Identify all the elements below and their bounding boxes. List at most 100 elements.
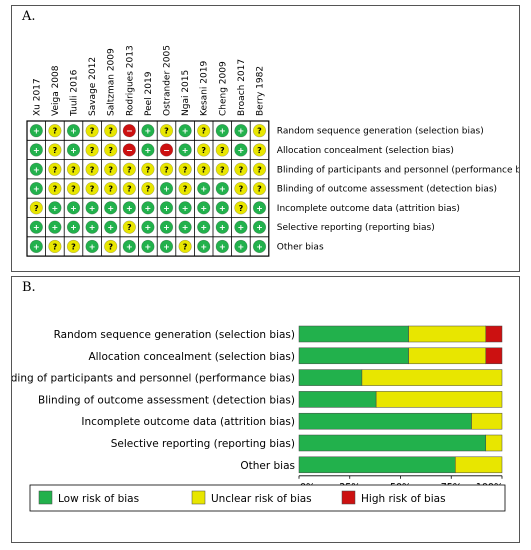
- judgement-dot: [197, 143, 211, 157]
- judgement-dot: [197, 124, 211, 138]
- risk-of-bias-summary: Xu 2017 Veiga 2008 Tuuli 2016 Savage 2012 Sa…: [26, 45, 519, 257]
- judgement-unclear-r1-c3: ?: [85, 143, 99, 157]
- judgement-dot: [29, 124, 43, 138]
- panel-b: B. Random sequence generation (selection…: [11, 276, 520, 543]
- judgement-low-r4-c4: +: [104, 201, 118, 215]
- judgement-symbol: ?: [239, 204, 244, 213]
- bar-low-risk-of-bias-0: [298, 325, 409, 343]
- judgement-symbol: ?: [164, 165, 169, 174]
- category-label-blinding-of-participants-and-personnel-performance-bias: Blinding of participants and personnel (…: [12, 373, 295, 385]
- judgement-unclear-r2-c2: ?: [66, 162, 81, 176]
- judgement-dot: [215, 201, 229, 215]
- judgement-dot: [29, 143, 43, 157]
- judgement-symbol: +: [200, 223, 207, 232]
- judgement-symbol: +: [145, 223, 152, 232]
- judgement-dot: [141, 201, 155, 215]
- judgement-dot: [66, 124, 81, 138]
- judgement-dot: [122, 201, 136, 215]
- judgement-dot: [252, 220, 267, 234]
- judgement-symbol: +: [70, 127, 77, 136]
- judgement-unclear-r2-c5: ?: [122, 162, 136, 176]
- judgement-symbol: +: [89, 242, 96, 251]
- domain-label-random-sequence-generation-selection-bias: Random sequence generation (selection bi…: [277, 127, 484, 137]
- judgement-unclear-r3-c1: ?: [48, 181, 62, 196]
- judgement-dot: [159, 239, 174, 254]
- bar-high-risk-of-bias-1: [485, 347, 503, 365]
- judgement-unclear-r6-c1: ?: [48, 239, 62, 254]
- judgement-dot: [197, 162, 211, 176]
- judgement-dot: [234, 143, 248, 157]
- domain-label-blinding-of-outcome-assessment-detection-bias: Blinding of outcome assessment (detectio…: [277, 185, 497, 195]
- judgement-symbol: +: [70, 223, 77, 232]
- judgement-low-r4-c2: +: [66, 201, 81, 215]
- judgement-dot: [215, 181, 229, 196]
- judgement-dot: [197, 220, 211, 234]
- judgement-low-r5-c3: +: [85, 220, 99, 234]
- judgement-dot: [234, 201, 248, 215]
- judgement-dot: [159, 201, 174, 215]
- risk-of-bias-graph: Random sequence generation (selection bi…: [12, 325, 506, 512]
- judgement-dot: [66, 201, 81, 215]
- judgement-symbol: ?: [53, 242, 58, 251]
- judgement-high-r1-c7: −: [159, 143, 174, 157]
- judgement-dot: [159, 181, 174, 196]
- judgement-symbol: +: [163, 223, 170, 232]
- judgement-symbol: ?: [220, 146, 225, 155]
- judgement-symbol: ?: [146, 165, 151, 174]
- judgement-symbol: ?: [108, 127, 113, 136]
- judgement-symbol: +: [219, 223, 226, 232]
- study-label-xu-2017: Xu 2017: [32, 78, 42, 116]
- judgement-dot: [104, 162, 118, 176]
- judgement-low-r5-c2: +: [66, 220, 81, 234]
- judgement-symbol: +: [238, 146, 245, 155]
- judgement-dot: [66, 220, 81, 234]
- judgement-dot: [234, 162, 248, 176]
- judgement-symbol: +: [70, 146, 77, 155]
- judgement-low-r4-c6: +: [141, 201, 155, 215]
- judgement-symbol: +: [70, 204, 77, 213]
- judgement-dot: [29, 239, 43, 254]
- judgement-dot: [215, 220, 229, 234]
- judgement-low-r1-c8: +: [178, 143, 192, 157]
- judgement-dot: [85, 124, 99, 138]
- domain-label-blinding-of-participants-and-personnel-performance-bias: Blinding of participants and personnel (…: [277, 165, 519, 175]
- judgement-dot: [178, 124, 192, 138]
- judgement-symbol: ?: [34, 204, 39, 213]
- judgement-dot: [122, 143, 136, 157]
- judgement-symbol: ?: [108, 165, 113, 174]
- judgement-low-r6-c11: +: [234, 239, 248, 254]
- judgement-low-r1-c11: +: [234, 143, 248, 157]
- judgement-symbol: +: [182, 146, 189, 155]
- legend-label-high-risk-of-bias: High risk of bias: [361, 493, 446, 505]
- judgement-symbol: +: [107, 223, 114, 232]
- study-label-peel-2019: Peel 2019: [144, 71, 154, 116]
- judgement-symbol: ?: [53, 185, 58, 194]
- judgement-low-r1-c0: +: [29, 143, 43, 157]
- judgement-dot: [159, 220, 174, 234]
- judgement-symbol: +: [145, 204, 152, 213]
- judgement-symbol: +: [256, 204, 263, 213]
- judgement-symbol: ?: [257, 165, 262, 174]
- bar-unclear-risk-of-bias-1: [408, 347, 487, 365]
- judgement-symbol: +: [33, 223, 40, 232]
- judgement-unclear-r2-c12: ?: [252, 162, 267, 176]
- category-label-other-bias: Other bias: [240, 460, 295, 472]
- judgement-dot: [29, 162, 43, 176]
- judgement-unclear-r6-c8: ?: [178, 239, 192, 254]
- panel-a-label: A.: [22, 9, 36, 24]
- judgement-symbol: +: [52, 223, 59, 232]
- judgement-symbol: ?: [183, 165, 188, 174]
- judgement-symbol: +: [145, 146, 152, 155]
- judgement-symbol: +: [33, 146, 40, 155]
- judgement-dot: [48, 239, 62, 254]
- judgement-low-r5-c11: +: [234, 220, 248, 234]
- category-label-allocation-concealment-selection-bias: Allocation concealment (selection bias): [88, 351, 295, 363]
- study-label-ostrander-2005: Ostrander 2005: [163, 45, 173, 116]
- judgement-low-r3-c9: +: [197, 181, 211, 196]
- judgement-dot: [104, 181, 118, 196]
- judgement-dot: [141, 181, 155, 196]
- judgement-unclear-r0-c4: ?: [104, 124, 118, 138]
- judgement-low-r6-c3: +: [85, 239, 99, 254]
- study-label-broach-2017: Broach 2017: [237, 59, 247, 116]
- judgement-dot: [141, 162, 155, 176]
